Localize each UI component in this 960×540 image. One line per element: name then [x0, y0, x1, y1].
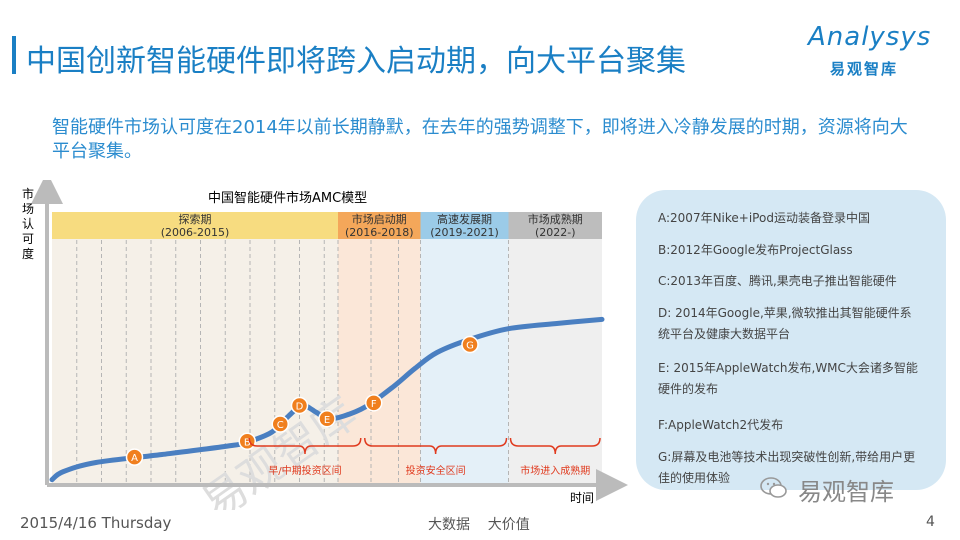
phase-range-0: (2006-2015): [161, 226, 230, 239]
bracket-label-2: 市场进入成熟期: [520, 464, 590, 477]
subtitle-text: 智能硬件市场认可度在2014年以前长期静默，在去年的强势调整下，即将进入冷静发展…: [52, 117, 908, 162]
phase-name-3: 市场成熟期: [528, 212, 583, 226]
phase-background-0: [52, 238, 338, 485]
phase-header-2: [420, 212, 509, 239]
x-axis-label: 时间: [570, 491, 594, 505]
milestone-d: D: 2014年Google,苹果,微软推出其智能硬件系统平台及健康大数据平台: [658, 306, 912, 341]
phase-range-2: (2019-2021): [430, 226, 499, 239]
marker-c: [271, 415, 289, 433]
milestone-a: A:2007年Nike+iPod运动装备登录中国: [658, 211, 870, 225]
marker-label-g: G: [466, 341, 474, 352]
phase-name-2: 高速发展期: [437, 212, 492, 226]
bracket-2: [509, 437, 601, 455]
chart-title: 中国智能硬件市场AMC模型: [208, 190, 367, 206]
phase-name-0: 探索期: [179, 212, 212, 226]
phase-background-2: [420, 238, 509, 485]
milestone-g: G:屏幕及电池等技术出现突破性创新,带给用户更佳的使用体验: [658, 450, 916, 485]
bracket-1: [364, 437, 508, 455]
phase-header-0: [52, 212, 338, 239]
phase-background-1: [338, 238, 421, 485]
milestone-e: E: 2015年AppleWatch发布,WMC大会诸多智能硬件的发布: [658, 361, 918, 396]
milestone-panel: A:2007年Nike+iPod运动装备登录中国 B:2012年Google发布…: [636, 190, 946, 490]
marker-label-e: E: [324, 415, 330, 426]
milestone-b: B:2012年Google发布ProjectGlass: [658, 243, 853, 257]
footer-slogan: 大数据 大价值: [428, 517, 530, 533]
marker-label-a: A: [131, 453, 138, 464]
page-number: 4: [926, 514, 935, 530]
wechat-watermark: 易观智库: [760, 472, 950, 508]
marker-g: [461, 335, 479, 354]
phase-range-3: (2022-): [535, 226, 576, 239]
footer-date: 2015/4/16 Thursday: [20, 514, 172, 532]
logo-sub-text: 易观智库: [830, 60, 899, 78]
marker-label-b: B: [244, 437, 251, 448]
bracket-label-1: 投资安全区间: [406, 464, 466, 477]
marker-label-d: D: [296, 402, 304, 413]
phase-background-3: [508, 238, 602, 485]
milestone-c: C:2013年百度、腾讯,果壳电子推出智能硬件: [658, 274, 897, 288]
phase-name-1: 市场启动期: [352, 212, 407, 226]
logo-main-text: Analysys: [808, 22, 932, 52]
analysys-logo: Analysys 易观智库: [790, 22, 940, 82]
marker-e: [318, 410, 336, 428]
wechat-label: 易观智库: [798, 478, 894, 506]
marker-b: [238, 432, 256, 451]
amc-model-chart: 易观智库 探索期(2006-2015)市场启动期(2016-2018)高速发展期…: [22, 180, 628, 510]
page-title: 中国创新智能硬件即将跨入启动期，向大平台聚集: [26, 44, 686, 79]
wechat-icon: [760, 477, 787, 498]
phase-range-1: (2016-2018): [345, 226, 414, 239]
phase-header-3: [508, 212, 602, 239]
marker-label-f: F: [371, 399, 377, 410]
title-accent-bar: [12, 36, 16, 74]
phase-header-1: [338, 212, 421, 239]
bracket-label-0: 早/中期投资区间: [268, 464, 341, 477]
milestone-f: F:AppleWatch2代发布: [658, 418, 784, 432]
marker-label-c: C: [277, 420, 284, 431]
bracket-0: [248, 437, 362, 455]
marker-f: [365, 394, 383, 412]
marker-d: [290, 396, 309, 415]
y-axis-label: 市场认可度: [22, 186, 34, 261]
marker-a: [125, 448, 144, 466]
